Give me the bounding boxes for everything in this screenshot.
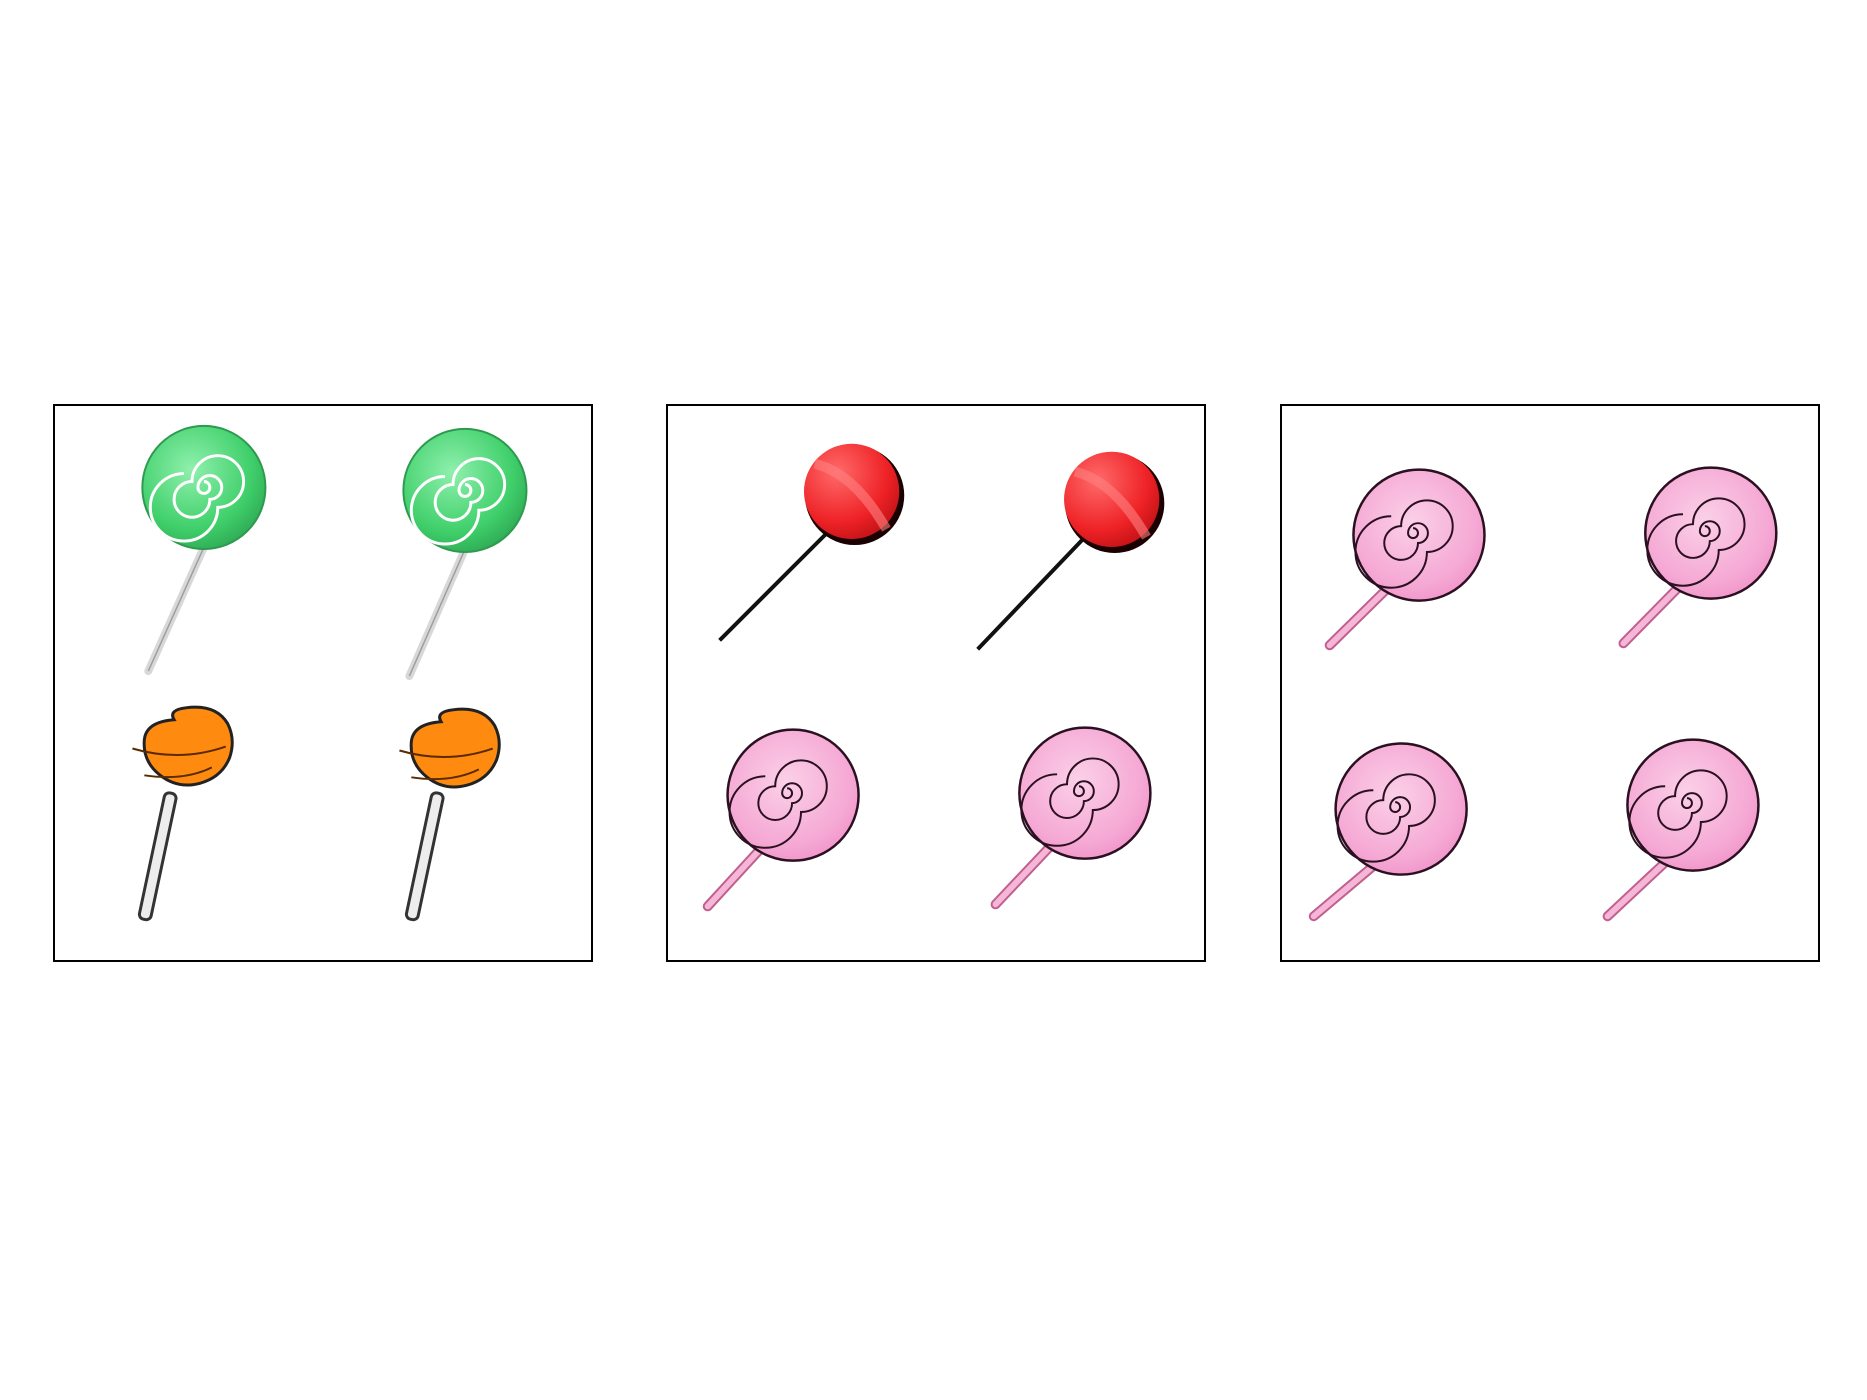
pink-swirl-lollipop-icon: [1308, 742, 1468, 922]
red-lollipop-icon: [718, 443, 905, 642]
pink-swirl-lollipop-icon: [1324, 468, 1486, 651]
red-lollipop-icon: [976, 451, 1165, 651]
green-swirl-lollipop-icon: [141, 424, 267, 676]
pink-swirl-lollipop-icon: [990, 726, 1152, 910]
panel-3: [1280, 404, 1820, 962]
orange-lollipop-icon: [399, 707, 501, 922]
pink-swirl-lollipop-icon: [1602, 738, 1760, 922]
green-swirl-lollipop-icon: [402, 427, 528, 681]
pink-swirl-lollipop-icon: [1618, 466, 1778, 649]
pink-swirl-lollipop-icon: [702, 728, 860, 912]
panel-1: [53, 404, 593, 962]
panel-2: [666, 404, 1206, 962]
orange-lollipop-icon: [132, 705, 234, 922]
